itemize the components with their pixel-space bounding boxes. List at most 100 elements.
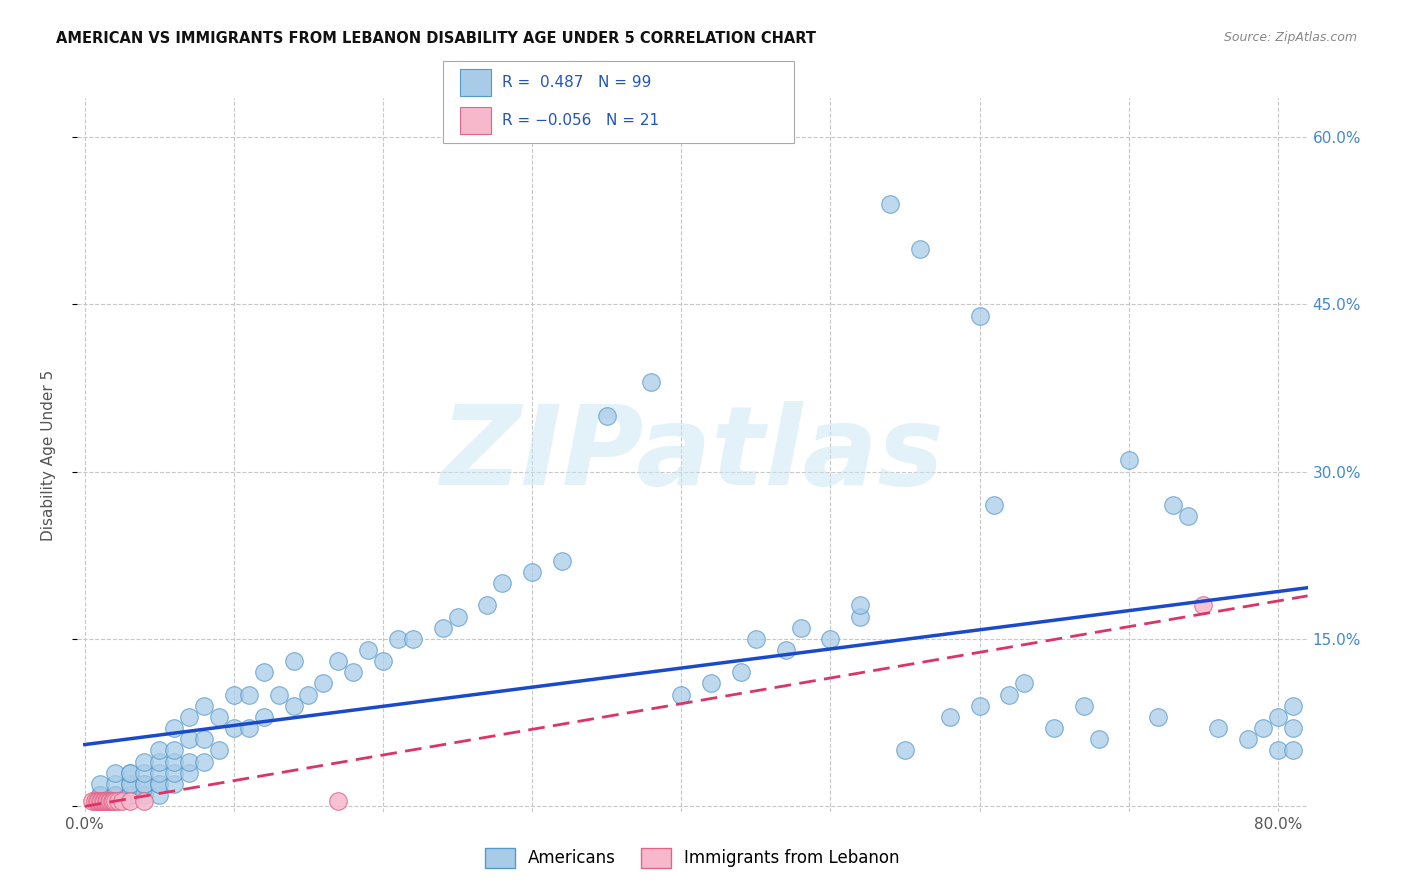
- Point: [148, 743, 170, 757]
- Point: [193, 755, 215, 769]
- Point: [1281, 743, 1303, 757]
- Point: [179, 732, 201, 747]
- Point: [148, 755, 170, 769]
- Point: [998, 688, 1021, 702]
- Point: [208, 710, 231, 724]
- Point: [1147, 710, 1170, 724]
- Point: [193, 698, 215, 713]
- Point: [89, 788, 111, 802]
- Point: [671, 688, 693, 702]
- Point: [104, 788, 127, 802]
- Point: [849, 609, 872, 624]
- Point: [849, 599, 872, 613]
- Point: [222, 721, 245, 735]
- Point: [84, 794, 107, 808]
- Point: [134, 777, 156, 791]
- Point: [342, 665, 364, 680]
- Point: [118, 777, 141, 791]
- Point: [520, 565, 543, 579]
- Point: [357, 643, 380, 657]
- Point: [118, 765, 141, 780]
- Point: [134, 788, 156, 802]
- Point: [1118, 453, 1140, 467]
- Point: [297, 688, 319, 702]
- Point: [89, 788, 111, 802]
- Point: [908, 242, 931, 256]
- Point: [267, 688, 290, 702]
- Point: [107, 794, 129, 808]
- Point: [208, 743, 231, 757]
- Point: [193, 732, 215, 747]
- Point: [98, 794, 121, 808]
- Point: [1088, 732, 1111, 747]
- Point: [148, 788, 170, 802]
- Point: [163, 777, 186, 791]
- Point: [253, 665, 276, 680]
- Point: [328, 654, 350, 668]
- Point: [134, 777, 156, 791]
- Y-axis label: Disability Age Under 5: Disability Age Under 5: [42, 369, 56, 541]
- Text: Source: ZipAtlas.com: Source: ZipAtlas.com: [1223, 31, 1357, 45]
- Point: [94, 794, 117, 808]
- Point: [118, 765, 141, 780]
- Point: [87, 794, 110, 808]
- Point: [730, 665, 752, 680]
- Point: [82, 794, 104, 808]
- Point: [90, 794, 112, 808]
- Point: [879, 197, 901, 211]
- Point: [328, 794, 350, 808]
- Point: [551, 554, 574, 568]
- Point: [238, 688, 260, 702]
- Point: [134, 794, 156, 808]
- Point: [222, 688, 245, 702]
- Point: [312, 676, 335, 690]
- Point: [745, 632, 768, 646]
- Point: [100, 794, 122, 808]
- Point: [1267, 710, 1289, 724]
- Point: [134, 765, 156, 780]
- Point: [118, 788, 141, 802]
- Point: [118, 788, 141, 802]
- Point: [1073, 698, 1095, 713]
- Point: [283, 654, 305, 668]
- Point: [148, 777, 170, 791]
- Point: [402, 632, 425, 646]
- Point: [163, 755, 186, 769]
- Point: [104, 794, 127, 808]
- Point: [111, 794, 134, 808]
- Point: [894, 743, 917, 757]
- Text: R =  0.487   N = 99: R = 0.487 N = 99: [502, 75, 651, 90]
- Point: [1206, 721, 1229, 735]
- Legend: Americans, Immigrants from Lebanon: Americans, Immigrants from Lebanon: [478, 841, 907, 875]
- Point: [446, 609, 468, 624]
- Point: [283, 698, 305, 713]
- Point: [89, 794, 111, 808]
- Point: [118, 777, 141, 791]
- Text: R = −0.056   N = 21: R = −0.056 N = 21: [502, 113, 659, 128]
- Point: [179, 765, 201, 780]
- Point: [104, 765, 127, 780]
- Point: [1192, 599, 1215, 613]
- Point: [371, 654, 394, 668]
- Point: [104, 788, 127, 802]
- Point: [93, 794, 115, 808]
- Point: [491, 576, 513, 591]
- Point: [253, 710, 276, 724]
- Point: [179, 755, 201, 769]
- Point: [969, 309, 991, 323]
- Text: AMERICAN VS IMMIGRANTS FROM LEBANON DISABILITY AGE UNDER 5 CORRELATION CHART: AMERICAN VS IMMIGRANTS FROM LEBANON DISA…: [56, 31, 817, 46]
- Point: [101, 794, 124, 808]
- Point: [983, 498, 1005, 512]
- Point: [118, 788, 141, 802]
- Point: [163, 743, 186, 757]
- Point: [1281, 698, 1303, 713]
- Point: [104, 788, 127, 802]
- Point: [1267, 743, 1289, 757]
- Point: [969, 698, 991, 713]
- Point: [477, 599, 499, 613]
- Point: [179, 710, 201, 724]
- Point: [134, 755, 156, 769]
- Point: [89, 777, 111, 791]
- Point: [789, 621, 811, 635]
- Point: [775, 643, 797, 657]
